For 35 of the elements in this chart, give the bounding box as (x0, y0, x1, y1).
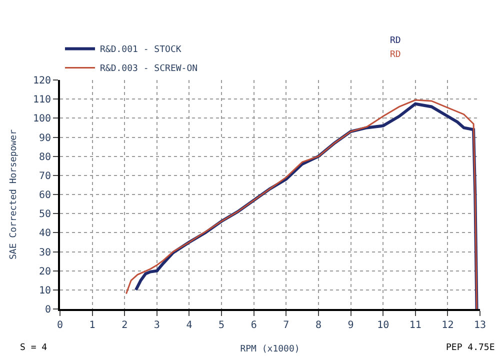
y-tick-label: 50 (38, 209, 51, 220)
legend-label: R&D.003 - SCREW-ON (100, 64, 198, 74)
x-axis-title: RPM (x1000) (240, 344, 300, 354)
x-tick-label: 10 (377, 320, 390, 331)
x-tick-label: 1 (89, 320, 96, 331)
y-tick-label: 60 (38, 190, 51, 201)
x-tick-label: 4 (186, 320, 192, 331)
x-tick-label: 11 (409, 320, 422, 331)
y-tick-label: 110 (32, 94, 51, 106)
x-tick-label: 12 (442, 320, 454, 331)
x-tick-label: 5 (218, 320, 225, 331)
x-tick-label: 2 (122, 320, 128, 331)
y-tick-label: 20 (38, 266, 51, 278)
y-tick-label: 40 (38, 228, 51, 240)
text: S = 4 (20, 343, 48, 353)
x-tick-label: 7 (283, 320, 290, 331)
x-tick-label: 3 (154, 320, 160, 331)
y-tick-label: 70 (38, 170, 51, 182)
text: PEP 4.75E (446, 343, 495, 353)
legend-label: R&D.001 - STOCK (100, 45, 182, 56)
x-tick-label: 8 (315, 320, 322, 331)
x-tick-label: 6 (250, 320, 257, 331)
y-tick-label: 100 (32, 114, 51, 125)
y-tick-label: 10 (38, 285, 51, 296)
y-tick-label: 120 (32, 76, 51, 86)
text: RD (390, 50, 401, 60)
x-tick-label: 0 (56, 320, 64, 331)
y-tick-label: 30 (38, 247, 51, 258)
text: RD (390, 36, 401, 46)
x-tick-label: 13 (474, 320, 486, 331)
y-tick-label: 80 (38, 152, 51, 163)
y-tick-label: 0 (44, 304, 51, 316)
y-axis-title: SAE Corrected Horsepower (8, 128, 19, 260)
x-tick-label: 9 (348, 320, 354, 331)
y-tick-label: 90 (38, 132, 51, 144)
